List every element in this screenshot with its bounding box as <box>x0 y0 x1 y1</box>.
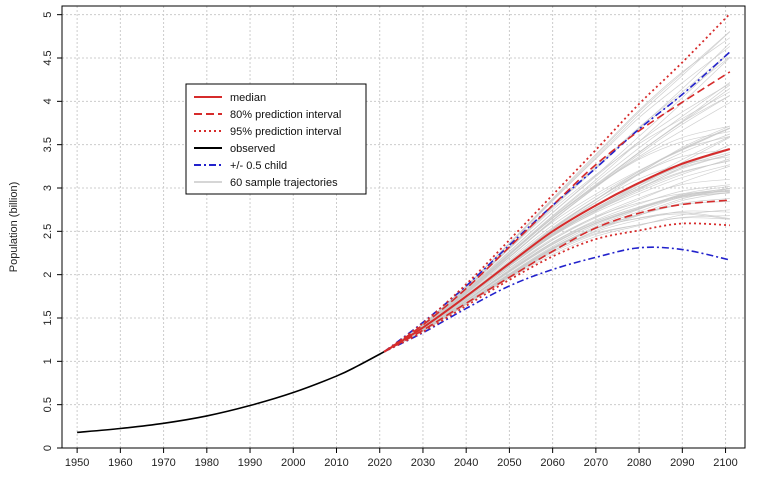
y-tick-label: 3.5 <box>42 137 54 152</box>
x-tick-label: 2000 <box>281 457 305 469</box>
legend-label: 95% prediction interval <box>230 126 341 138</box>
y-tick-label: 2 <box>42 272 54 278</box>
pi80-upper-line <box>383 71 731 353</box>
x-tick-label: 1990 <box>238 457 262 469</box>
y-axis-title: Population (billion) <box>8 182 20 273</box>
half-child-lower-line <box>383 246 731 353</box>
y-tick-label: 3 <box>42 185 54 191</box>
x-tick-label: 2090 <box>670 457 694 469</box>
legend-item: median <box>194 92 266 104</box>
legend-item: observed <box>194 143 275 155</box>
y-tick-label: 2.5 <box>42 224 54 239</box>
plot-frame <box>61 5 746 449</box>
x-tick-label: 2020 <box>367 457 391 469</box>
x-axis: 1950 1960 1970 1980 1990 2000 2010 2020 2030 2040… <box>65 448 738 469</box>
observed-line <box>77 351 385 434</box>
sample-trajectory <box>383 184 730 353</box>
x-tick-label: 2060 <box>540 457 564 469</box>
legend-item: 60 sample trajectories <box>194 177 338 189</box>
sample-trajectory <box>383 191 730 353</box>
x-tick-label: 2030 <box>411 457 435 469</box>
y-tick-label: 0 <box>42 445 54 451</box>
y-tick-label: 4.5 <box>42 50 54 65</box>
y-tick-label: 4 <box>42 98 54 104</box>
legend-label: observed <box>230 143 275 155</box>
legend-label: median <box>230 92 266 104</box>
sample-trajectory <box>383 201 730 353</box>
sample-trajectory <box>383 31 731 353</box>
x-tick-label: 2100 <box>713 457 737 469</box>
y-axis: 0 0.5 1 1.5 2 2.5 3 3.5 4 4.5 5 <box>42 12 62 451</box>
y-tick-label: 1 <box>42 358 54 364</box>
legend-label: +/- 0.5 child <box>230 160 287 172</box>
median-line <box>383 148 731 353</box>
x-tick-label: 2070 <box>584 457 608 469</box>
sample-trajectory <box>383 127 731 353</box>
x-tick-label: 1950 <box>65 457 89 469</box>
legend-label: 60 sample trajectories <box>230 177 338 189</box>
sample-trajectory <box>383 125 730 353</box>
y-tick-label: 0.5 <box>42 397 54 412</box>
pi80-lower-line <box>383 199 730 353</box>
sample-trajectory <box>383 213 730 353</box>
x-tick-label: 1970 <box>151 457 175 469</box>
x-tick-label: 2040 <box>454 457 478 469</box>
series <box>77 13 731 434</box>
legend-item: 80% prediction interval <box>194 109 341 121</box>
x-tick-label: 2010 <box>324 457 348 469</box>
grid <box>62 6 745 449</box>
x-tick-label: 1960 <box>108 457 132 469</box>
y-tick-label: 1.5 <box>42 310 54 325</box>
half-child-upper-line <box>383 51 731 353</box>
x-tick-label: 2050 <box>497 457 521 469</box>
sample-trajectory <box>383 185 730 353</box>
legend-item: +/- 0.5 child <box>194 160 287 172</box>
sample-trajectory <box>383 191 730 353</box>
x-tick-label: 1980 <box>195 457 219 469</box>
x-tick-label: 2080 <box>627 457 651 469</box>
sample-trajectory <box>383 102 731 353</box>
legend-item: 95% prediction interval <box>194 126 341 138</box>
sample-trajectory <box>383 46 731 353</box>
legend-box <box>185 83 367 195</box>
pi95-lower-line <box>383 222 730 353</box>
legend-label: 80% prediction interval <box>230 109 341 121</box>
legend: median 80% prediction interval 95% predict… <box>185 83 367 195</box>
y-tick-label: 5 <box>42 12 54 18</box>
sample-trajectory <box>383 187 730 353</box>
pi95-upper-line <box>383 13 731 353</box>
sample-trajectory <box>383 209 730 353</box>
